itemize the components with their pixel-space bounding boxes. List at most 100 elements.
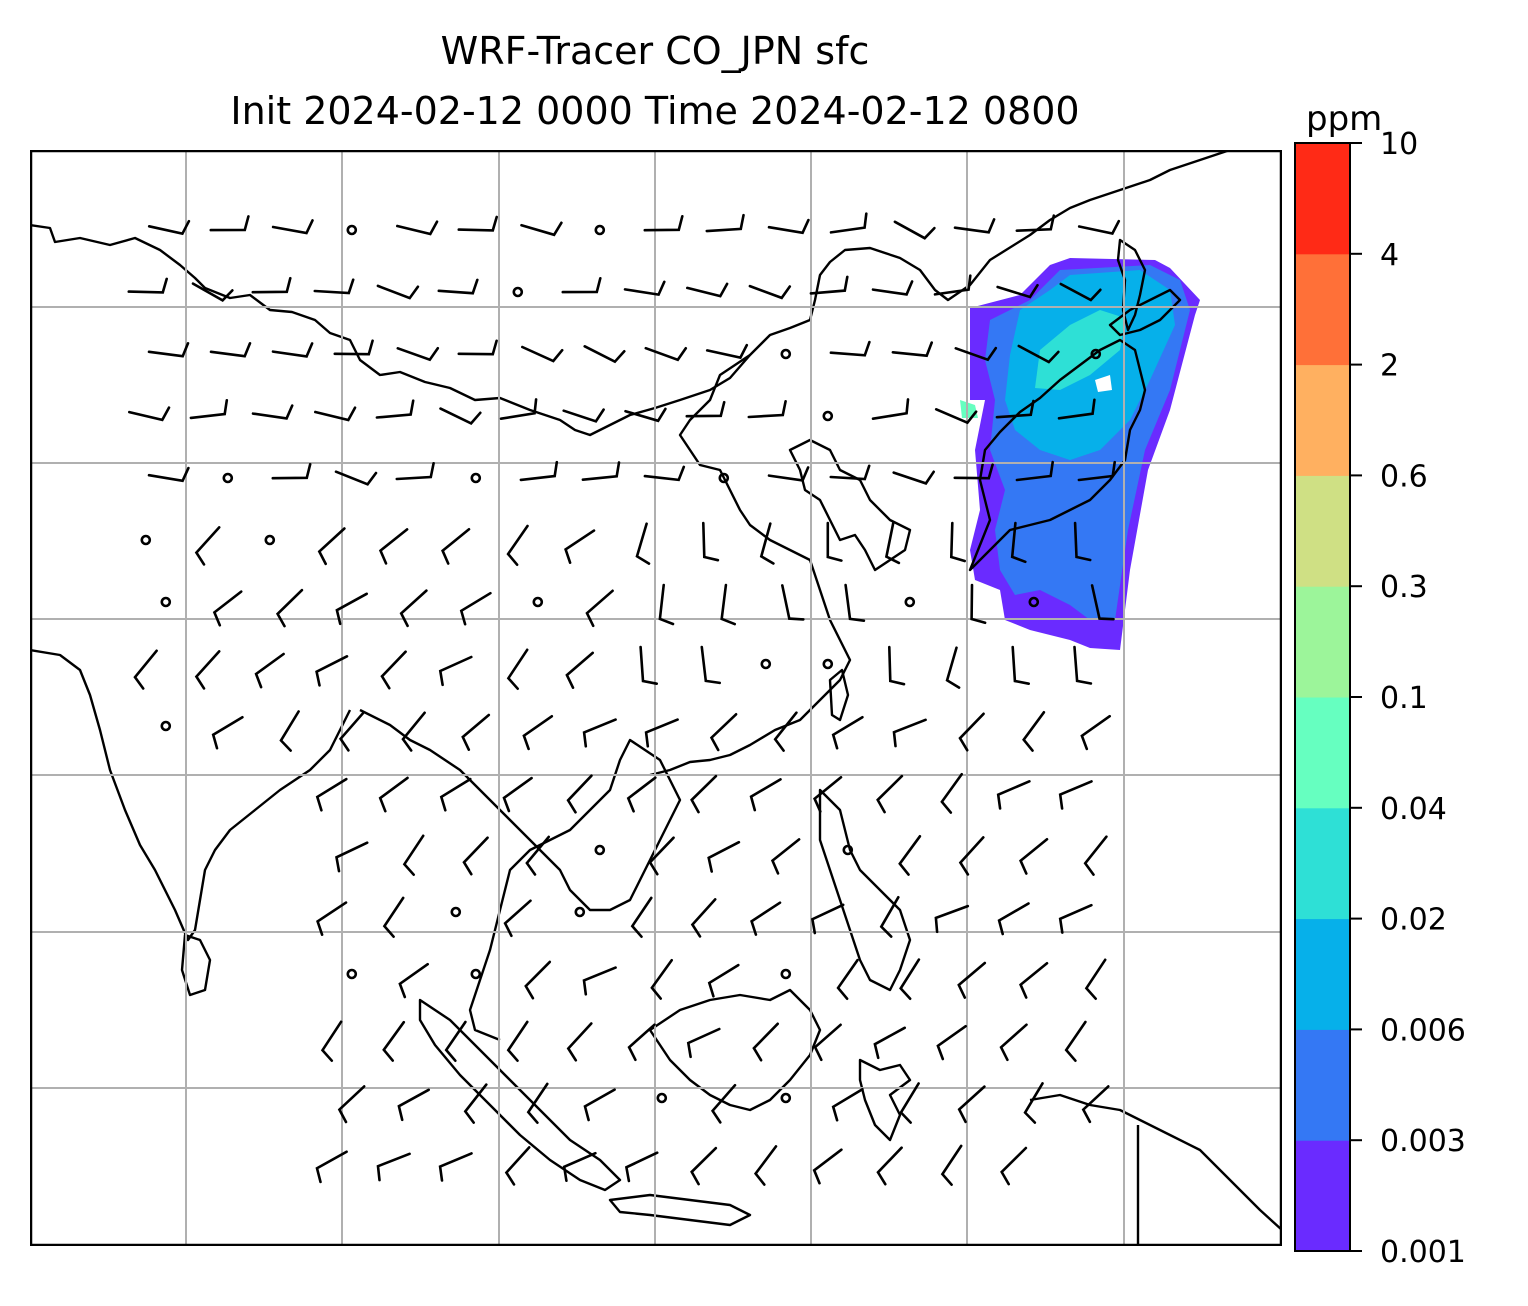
wind-barb [522, 715, 554, 751]
calm-wind-circle [780, 348, 792, 360]
wind-barb [1073, 521, 1092, 562]
wind-barb [996, 283, 1039, 299]
wind-barb [685, 400, 726, 418]
wind-barb [502, 776, 533, 813]
wind-barb [565, 651, 594, 689]
wind-barb [1059, 282, 1102, 302]
calm-wind-circle [160, 596, 172, 608]
wind-barb [876, 1146, 903, 1186]
wind-barb [333, 339, 374, 356]
wind-barb [271, 342, 314, 358]
wind-barb [503, 899, 532, 938]
wind-barb [1019, 962, 1049, 999]
wind-barb [829, 340, 871, 357]
wind-barb [892, 718, 927, 748]
wind-barb [506, 648, 529, 690]
wind-barb [564, 529, 596, 564]
wind-barb [1058, 903, 1093, 934]
wind-barb [635, 522, 651, 565]
coast-java [608, 1193, 752, 1227]
colorbar-segment [1295, 143, 1350, 255]
wind-barb [644, 346, 688, 362]
wind-barb [648, 836, 675, 876]
wind-barb [1023, 1082, 1044, 1124]
wind-barb [826, 521, 843, 562]
wind-barb [953, 463, 994, 480]
wind-barb [1077, 219, 1121, 235]
wind-barb [940, 772, 963, 814]
wind-barb [1019, 838, 1049, 875]
colorbar-segments [1295, 143, 1350, 1252]
wind-barb [499, 398, 538, 420]
wind-barb [457, 339, 498, 356]
wind-barb [399, 589, 428, 628]
wind-barb [1015, 214, 1056, 232]
wind-barb [521, 345, 564, 363]
wind-barb [936, 1024, 967, 1061]
wind-barb [871, 398, 910, 420]
wind-barb [690, 774, 718, 814]
colorbar-segment [1295, 918, 1350, 1030]
wind-barb [747, 400, 787, 419]
wind-barb [189, 399, 229, 420]
wind-barb [710, 1083, 737, 1124]
coast-china-east [649, 354, 852, 777]
colorbar-segment [1295, 364, 1350, 476]
wind-barb [461, 713, 491, 751]
wind-barb [829, 464, 871, 481]
wind-barb [650, 958, 673, 1000]
calm-wind-circle [264, 534, 276, 546]
wind-barb [314, 406, 357, 422]
wind-barb [191, 282, 234, 303]
colorbar-tick-label: 4 [1380, 238, 1399, 273]
calm-wind-circle [822, 658, 834, 670]
calm-wind-circle [470, 472, 482, 484]
wind-barbs [127, 212, 1121, 1186]
wind-barb [709, 713, 738, 752]
wind-barb [686, 282, 729, 298]
wind-barb [899, 1082, 920, 1124]
wind-barb [752, 1022, 779, 1062]
wind-barb [644, 718, 679, 748]
wind-barb [888, 645, 906, 686]
calm-wind-circle [1090, 348, 1102, 360]
wind-barb [876, 774, 904, 814]
wind-barb [934, 904, 970, 934]
wind-barb [212, 590, 243, 627]
wind-barb [315, 655, 349, 687]
wind-barb [627, 1023, 656, 1062]
wind-barb [380, 650, 407, 690]
colorbar-tick-label: 0.1 [1380, 681, 1428, 716]
wind-barb [316, 901, 348, 936]
coast-india [30, 648, 352, 942]
wind-barb [624, 1151, 659, 1183]
wind-barb [1000, 1146, 1028, 1186]
calm-wind-circle [1028, 596, 1040, 608]
wind-barb [630, 896, 653, 938]
wind-barb [1081, 1085, 1110, 1124]
calm-wind-circle [470, 968, 482, 980]
coast-indochina [359, 708, 682, 1042]
wind-barb [520, 221, 563, 237]
wind-barb [526, 1082, 549, 1124]
wind-barb [702, 521, 720, 562]
wind-barb [643, 215, 684, 232]
wind-barb [690, 898, 717, 938]
wind-barb [1057, 398, 1096, 420]
wind-barb [1084, 958, 1107, 1000]
wind-barb [1073, 645, 1093, 685]
wind-barb [147, 466, 190, 483]
wind-barb [401, 711, 426, 752]
wind-barb [444, 1020, 467, 1062]
colorbar-tick-label: 0.04 [1380, 792, 1447, 827]
wind-barb [211, 716, 244, 750]
wind-barb [1022, 711, 1046, 752]
wind-barb [335, 841, 369, 873]
tracer-peak-2 [960, 400, 978, 418]
wind-barb [639, 645, 658, 685]
colorbar-segment [1295, 475, 1350, 587]
wind-barb [524, 960, 552, 1000]
wind-barb [271, 219, 314, 235]
wind-barb [251, 276, 292, 294]
coast-taiwan [828, 668, 850, 722]
